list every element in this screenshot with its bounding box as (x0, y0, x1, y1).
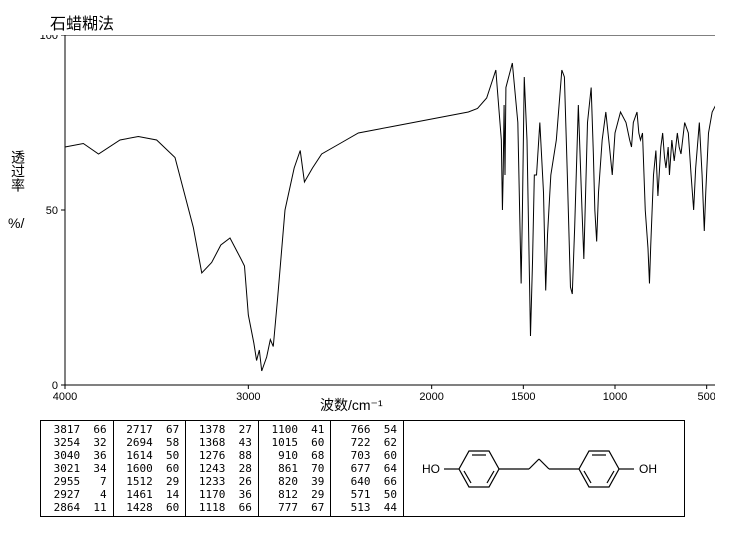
peak-row: 1512 29 (120, 475, 180, 488)
peak-row: 703 60 (337, 449, 397, 462)
svg-text:500: 500 (697, 391, 715, 400)
molecule-panel: HO OH (404, 420, 685, 517)
peak-row: 1243 28 (192, 462, 252, 475)
peak-column-group: 3817 66 3254 32 3040 36 3021 34 2955 7 2… (41, 421, 114, 516)
svg-text:1500: 1500 (511, 391, 535, 400)
svg-text:4000: 4000 (53, 391, 77, 400)
peak-row: 861 70 (265, 462, 325, 475)
peak-row: 3021 34 (47, 462, 107, 475)
peak-column-group: 1100 41 1015 60 910 68 861 70 820 39 812… (259, 421, 332, 516)
peak-row: 1170 36 (192, 488, 252, 501)
peak-row: 1614 50 (120, 449, 180, 462)
peak-row: 910 68 (265, 449, 325, 462)
x-axis-label: 波数/cm⁻¹ (320, 395, 383, 415)
peak-row: 1015 60 (265, 436, 325, 449)
bottom-panel: 3817 66 3254 32 3040 36 3021 34 2955 7 2… (40, 420, 685, 517)
svg-text:2000: 2000 (419, 391, 443, 400)
svg-text:100: 100 (40, 35, 58, 42)
oh-left-label: HO (422, 462, 440, 476)
page-root: 石蜡糊法 05010040003000200015001000500 透过率 %… (0, 0, 743, 539)
peak-row: 1233 26 (192, 475, 252, 488)
peak-row: 2864 11 (47, 501, 107, 514)
peak-row: 2955 7 (47, 475, 107, 488)
molecule-structure: HO OH (414, 429, 674, 509)
peak-row: 1461 14 (120, 488, 180, 501)
peak-column-group: 1378 27 1368 43 1276 88 1243 28 1233 26 … (186, 421, 259, 516)
peak-row: 1276 88 (192, 449, 252, 462)
peak-row: 3817 66 (47, 423, 107, 436)
peak-row: 3254 32 (47, 436, 107, 449)
peak-row: 513 44 (337, 501, 397, 514)
svg-text:1000: 1000 (603, 391, 627, 400)
peak-row: 677 64 (337, 462, 397, 475)
peak-row: 2694 58 (120, 436, 180, 449)
peak-column-group: 2717 67 2694 58 1614 50 1600 60 1512 29 … (114, 421, 187, 516)
peak-column-group: 766 54 722 62 703 60 677 64 640 66 571 5… (331, 421, 403, 516)
peak-row: 820 39 (265, 475, 325, 488)
oh-right-label: OH (639, 462, 657, 476)
peak-row: 2717 67 (120, 423, 180, 436)
ir-spectrum-chart: 05010040003000200015001000500 (35, 35, 715, 400)
y-axis-label-lower: %/ (8, 215, 24, 231)
peak-row: 1118 66 (192, 501, 252, 514)
peak-row: 1368 43 (192, 436, 252, 449)
peak-row: 3040 36 (47, 449, 107, 462)
peak-data-table: 3817 66 3254 32 3040 36 3021 34 2955 7 2… (40, 420, 404, 517)
peak-row: 571 50 (337, 488, 397, 501)
peak-row: 722 62 (337, 436, 397, 449)
svg-text:3000: 3000 (236, 391, 260, 400)
peak-row: 1378 27 (192, 423, 252, 436)
peak-row: 777 67 (265, 501, 325, 514)
chart-title: 石蜡糊法 (50, 10, 114, 34)
peak-row: 1100 41 (265, 423, 325, 436)
peak-row: 1428 60 (120, 501, 180, 514)
y-axis-label-upper: 透过率 (8, 150, 28, 192)
svg-text:50: 50 (46, 205, 58, 217)
peak-row: 640 66 (337, 475, 397, 488)
peak-row: 812 29 (265, 488, 325, 501)
peak-row: 1600 60 (120, 462, 180, 475)
peak-row: 2927 4 (47, 488, 107, 501)
peak-row: 766 54 (337, 423, 397, 436)
